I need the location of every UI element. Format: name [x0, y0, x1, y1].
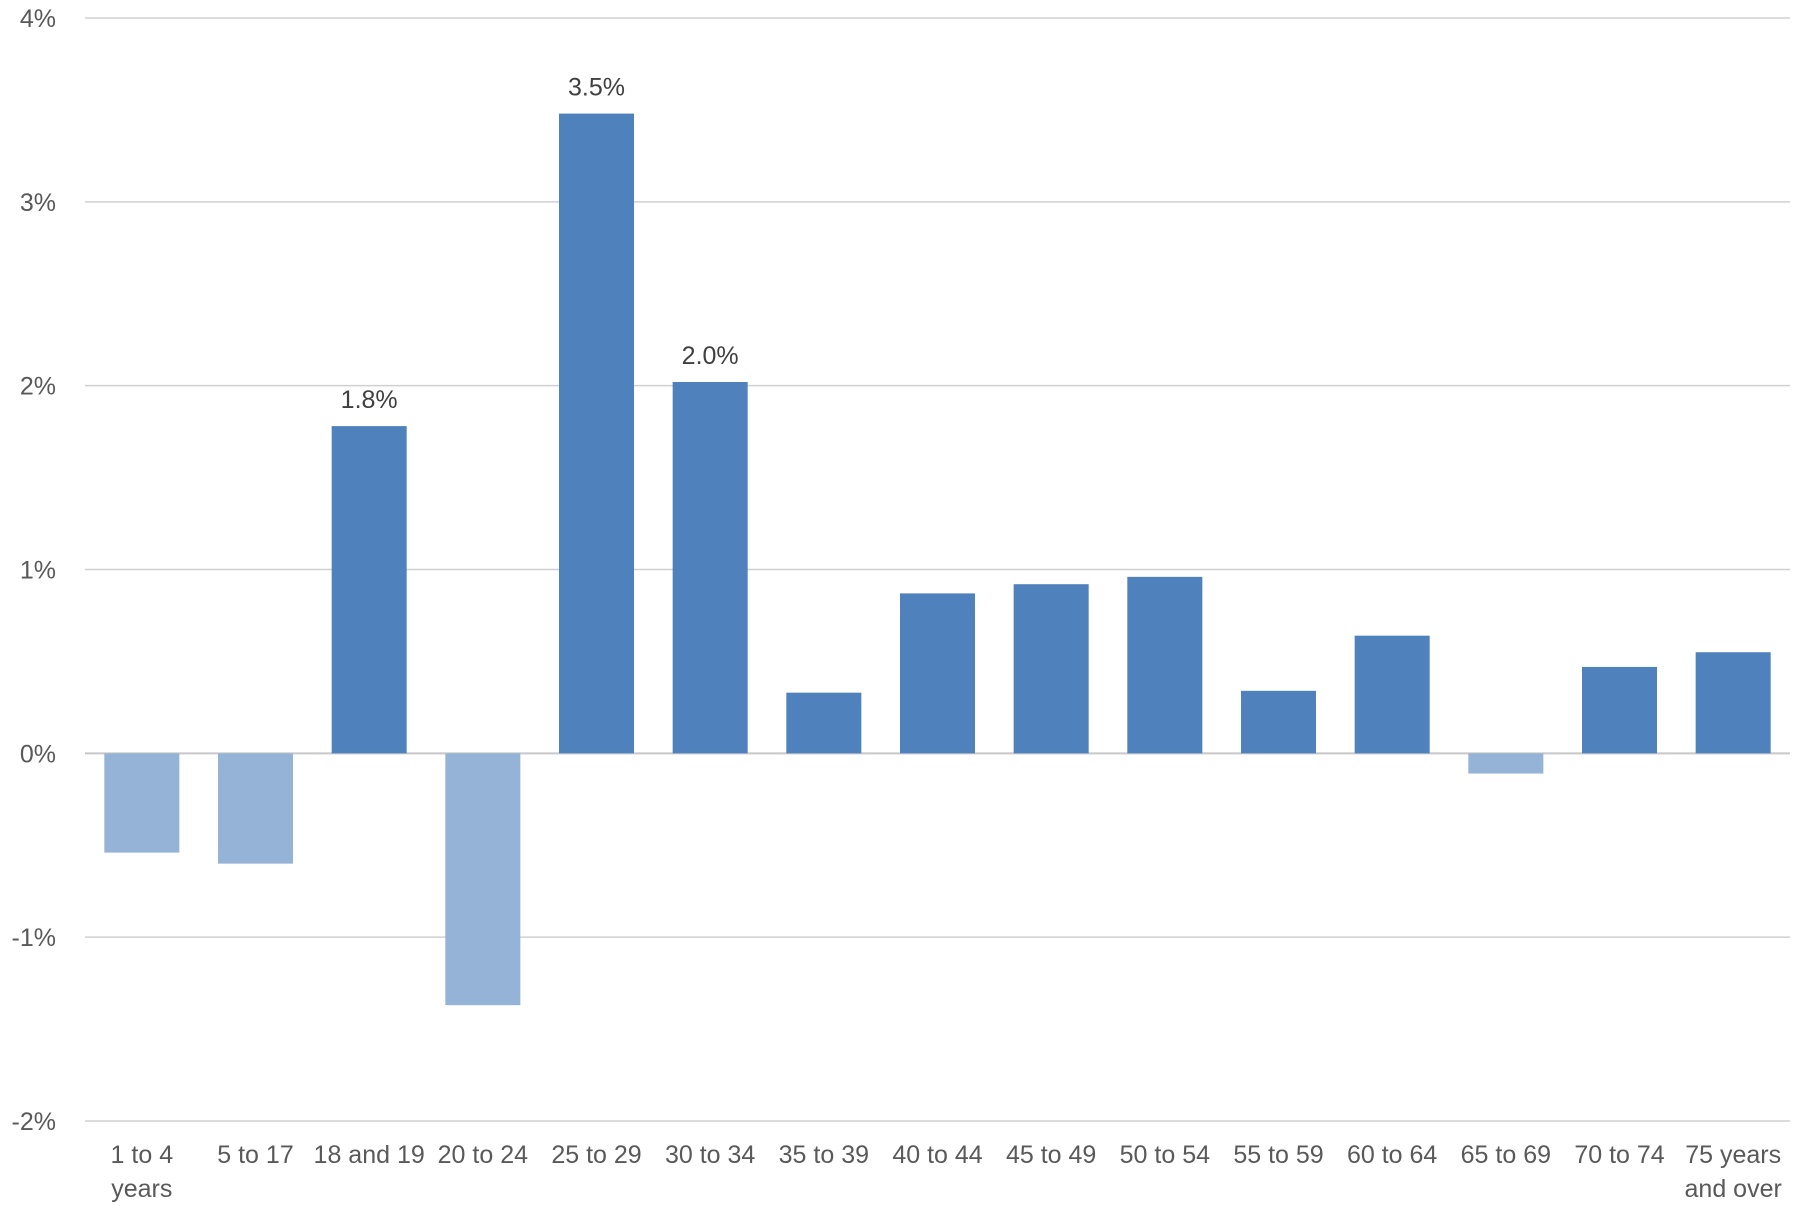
bar — [104, 753, 180, 853]
data-label: 3.5% — [568, 74, 625, 102]
bar — [1468, 753, 1544, 774]
bar — [899, 593, 976, 754]
data-label: 2.0% — [682, 342, 739, 370]
x-tick-label: 30 to 34 — [665, 1141, 755, 1169]
bar — [445, 753, 521, 1006]
bar — [672, 381, 748, 754]
x-tick-label: 50 to 54 — [1120, 1141, 1210, 1169]
x-tick-label: 75 years and over — [1685, 1141, 1782, 1203]
x-tick-label-line: 55 to 59 — [1233, 1141, 1323, 1169]
bar — [1013, 584, 1089, 754]
x-tick-label: 40 to 44 — [892, 1141, 982, 1169]
x-tick-label-line: 70 to 74 — [1574, 1141, 1664, 1169]
y-tick-label: 1% — [20, 557, 56, 585]
x-tick-label-line: 1 to 4 — [111, 1141, 174, 1169]
bar — [217, 753, 294, 864]
x-axis-ticks: 1 to 4 years 5 to 17 18 and 19 20 to 24 25 to… — [111, 1141, 1782, 1203]
y-tick-label: 3% — [20, 189, 56, 217]
x-tick-label-line: 35 to 39 — [779, 1141, 869, 1169]
bar — [558, 113, 635, 754]
bar — [1354, 635, 1430, 754]
x-tick-label-line: 45 to 49 — [1006, 1141, 1096, 1169]
x-tick-label-line: and over — [1685, 1175, 1782, 1203]
x-tick-label: 18 and 19 — [314, 1141, 425, 1169]
x-tick-label: 1 to 4 years — [111, 1141, 174, 1203]
y-axis-ticks: 4% 3% 2% 1% 0% -1% -2% — [12, 5, 56, 1136]
x-tick-label: 45 to 49 — [1006, 1141, 1096, 1169]
y-tick-label: 4% — [20, 5, 56, 33]
x-tick-label-line: 65 to 69 — [1461, 1141, 1551, 1169]
y-tick-label: 2% — [20, 373, 56, 401]
x-tick-label-line: 20 to 24 — [438, 1141, 528, 1169]
x-tick-label-line: 60 to 64 — [1347, 1141, 1437, 1169]
bar — [1695, 652, 1771, 754]
bars — [104, 113, 1771, 1006]
bar — [1581, 666, 1658, 754]
x-tick-label: 60 to 64 — [1347, 1141, 1437, 1169]
x-tick-label: 65 to 69 — [1461, 1141, 1551, 1169]
x-tick-label: 5 to 17 — [217, 1141, 293, 1169]
bar — [786, 692, 862, 754]
y-tick-label: -2% — [12, 1108, 56, 1136]
x-tick-label-line: years — [111, 1175, 172, 1203]
x-tick-label-line: 50 to 54 — [1120, 1141, 1210, 1169]
y-tick-label: 0% — [20, 740, 56, 768]
x-tick-label: 20 to 24 — [438, 1141, 528, 1169]
bar — [1127, 576, 1203, 754]
x-tick-label-line: 25 to 29 — [551, 1141, 641, 1169]
x-tick-label-line: 5 to 17 — [217, 1141, 293, 1169]
bar — [1240, 690, 1317, 754]
bar — [331, 426, 407, 754]
x-tick-label: 55 to 59 — [1233, 1141, 1323, 1169]
x-tick-label: 35 to 39 — [779, 1141, 869, 1169]
x-tick-label: 25 to 29 — [551, 1141, 641, 1169]
data-label: 1.8% — [341, 386, 398, 414]
x-tick-label-line: 30 to 34 — [665, 1141, 755, 1169]
x-tick-label-line: 40 to 44 — [892, 1141, 982, 1169]
x-tick-label: 70 to 74 — [1574, 1141, 1664, 1169]
y-tick-label: -1% — [12, 924, 56, 952]
x-tick-label-line: 18 and 19 — [314, 1141, 425, 1169]
data-labels: 1.8% 3.5% 2.0% — [341, 74, 739, 415]
x-tick-label-line: 75 years — [1685, 1141, 1781, 1169]
